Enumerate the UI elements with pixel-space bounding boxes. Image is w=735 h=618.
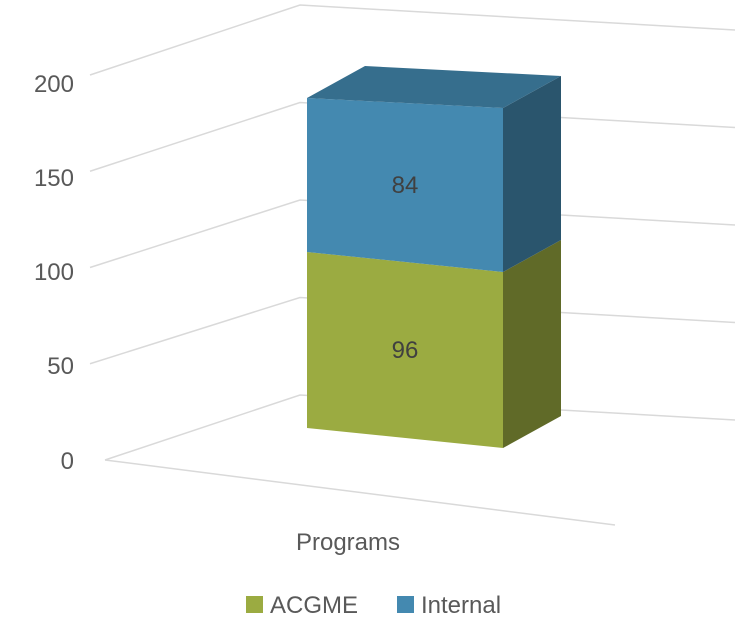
- legend-item-acgme: ACGME: [246, 592, 358, 618]
- data-label-acgme: 96: [392, 337, 419, 364]
- data-labels: 96 84: [392, 172, 419, 364]
- gridline: [89, 101, 735, 172]
- gridline: [89, 296, 735, 365]
- y-tick-label: 0: [61, 448, 74, 475]
- bar-side-acgme: [503, 240, 561, 448]
- bars: [307, 66, 561, 448]
- y-tick-label: 50: [47, 353, 74, 380]
- bar-side-internal: [503, 76, 561, 272]
- gridlines: [89, 4, 735, 365]
- y-tick-label: 100: [34, 259, 74, 286]
- y-tick-label: 200: [34, 71, 74, 98]
- chart-floor: [104, 394, 735, 526]
- bar-top-internal: [307, 66, 561, 108]
- legend-swatch-acgme: [246, 596, 263, 613]
- gridline: [89, 199, 735, 269]
- legend-swatch-internal: [397, 596, 414, 613]
- legend-item-internal: Internal: [397, 592, 501, 618]
- bar-internal: [307, 98, 503, 272]
- floor-back-edge: [104, 394, 735, 461]
- category-label: Programs: [296, 529, 400, 556]
- legend-label-internal: Internal: [421, 592, 501, 618]
- gridline: [89, 4, 735, 76]
- y-axis-ticks: 0 50 100 150 200: [34, 71, 74, 475]
- bar-acgme: [307, 252, 503, 448]
- y-tick-label: 150: [34, 165, 74, 192]
- legend: ACGME Internal: [246, 592, 501, 618]
- data-label-internal: 84: [392, 172, 419, 199]
- legend-label-acgme: ACGME: [270, 592, 358, 618]
- floor-front-edge: [104, 459, 616, 526]
